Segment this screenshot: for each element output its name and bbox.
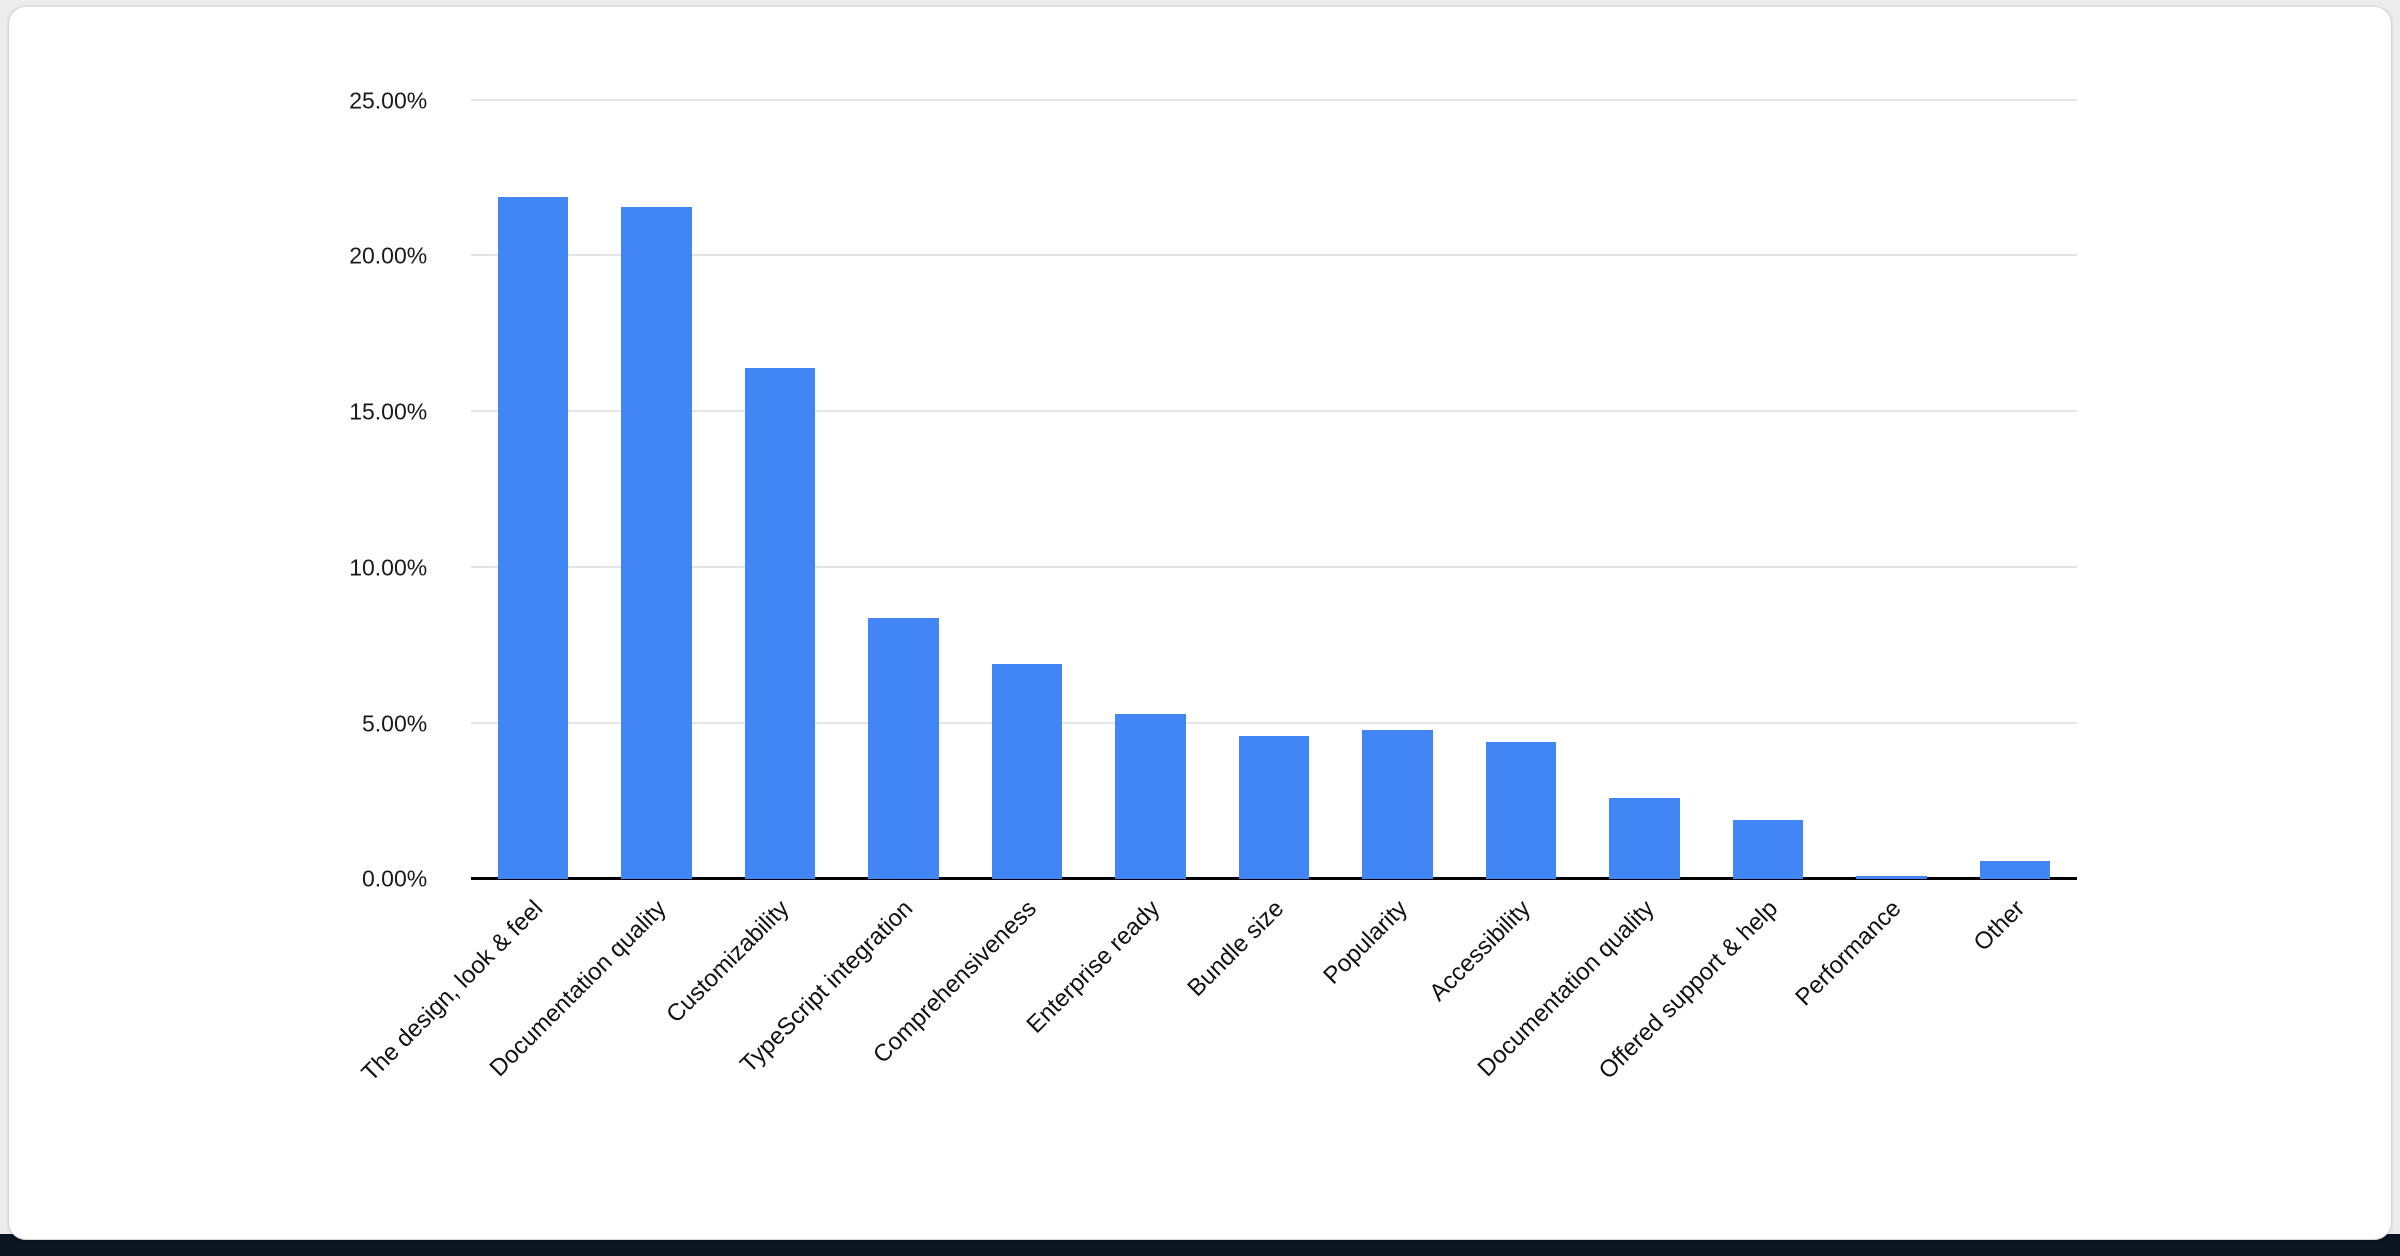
bar [1362, 729, 1433, 880]
x-axis-label: Performance [1790, 895, 1907, 1012]
x-axis-label: Bundle size [1182, 895, 1289, 1003]
bar [744, 368, 816, 880]
x-axis-labels: The design, look & feel Documentation qua… [356, 879, 2076, 1239]
plot-area [471, 98, 2077, 881]
y-axis: 0.00% 5.00% 10.00% 15.00% 20.00% 25.00% [9, 87, 471, 892]
bar [1238, 736, 1310, 880]
gridline [471, 721, 2077, 724]
x-axis-label: Enterprise ready [1021, 895, 1166, 1039]
x-axis-label: Customizability [661, 895, 795, 1029]
bar [621, 206, 692, 880]
y-axis-tick-label: 10.00% [349, 554, 428, 581]
bar [1979, 860, 2051, 880]
y-axis-tick-label: 5.00% [361, 710, 428, 737]
chart-card: 0.00% 5.00% 10.00% 15.00% 20.00% 25.00% The d… [8, 6, 2392, 1240]
bar [497, 197, 569, 880]
gridline [471, 254, 2077, 257]
gridline [471, 98, 2077, 101]
y-axis-tick-label: 25.00% [349, 87, 428, 114]
x-axis-label: Accessibility [1424, 895, 1536, 1007]
x-axis-label: Popularity [1317, 895, 1413, 990]
bar [1115, 714, 1186, 880]
x-axis-label: Other [1968, 895, 2030, 957]
y-axis-tick-label: 20.00% [349, 242, 428, 269]
gridline [471, 565, 2077, 568]
bar [1732, 820, 1804, 880]
y-axis-tick-label: 15.00% [349, 398, 428, 425]
y-axis-tick-label: 0.00% [361, 865, 428, 892]
bar [1856, 876, 1927, 880]
bar [991, 664, 1063, 880]
bar [1485, 742, 1557, 880]
bar [1609, 798, 1680, 880]
bar [868, 617, 939, 880]
gridline [471, 410, 2077, 413]
